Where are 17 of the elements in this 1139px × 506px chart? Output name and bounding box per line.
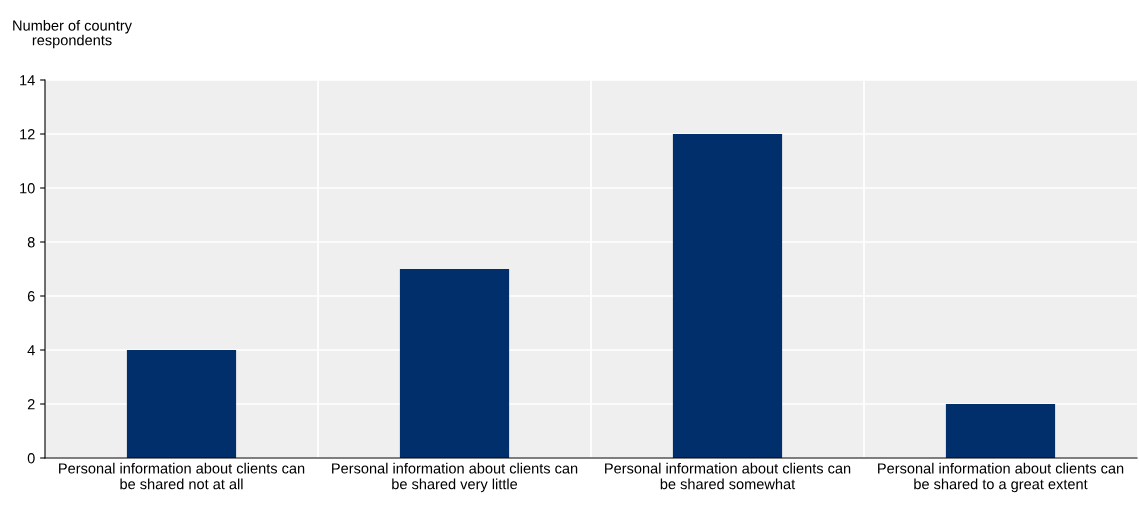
y-tick-label: 14: [20, 75, 35, 86]
y-tick-label: 12: [20, 129, 35, 140]
y-tick-label: 2: [27, 399, 35, 410]
y-tick-label: 8: [27, 237, 35, 248]
bar: [672, 134, 783, 458]
y-tick-label: 4: [27, 345, 35, 356]
bar: [945, 404, 1056, 458]
x-tick-label: Personal information about clients can be shared not at all: [59, 462, 305, 490]
bar: [399, 269, 510, 458]
y-tick-label: 0: [27, 453, 35, 464]
x-tick-label: Personal information about clients can be shared very little: [332, 462, 578, 493]
x-tick-label: Personal information about clients can be shared somewhat: [605, 462, 851, 490]
y-tick-label: 6: [27, 291, 35, 302]
y-axis-title: Number of country respondents: [13, 20, 132, 49]
bar: [126, 350, 237, 458]
y-tick-label: 10: [20, 183, 35, 194]
x-tick-label: Personal information about clients can be shared to a great extent: [878, 462, 1124, 493]
